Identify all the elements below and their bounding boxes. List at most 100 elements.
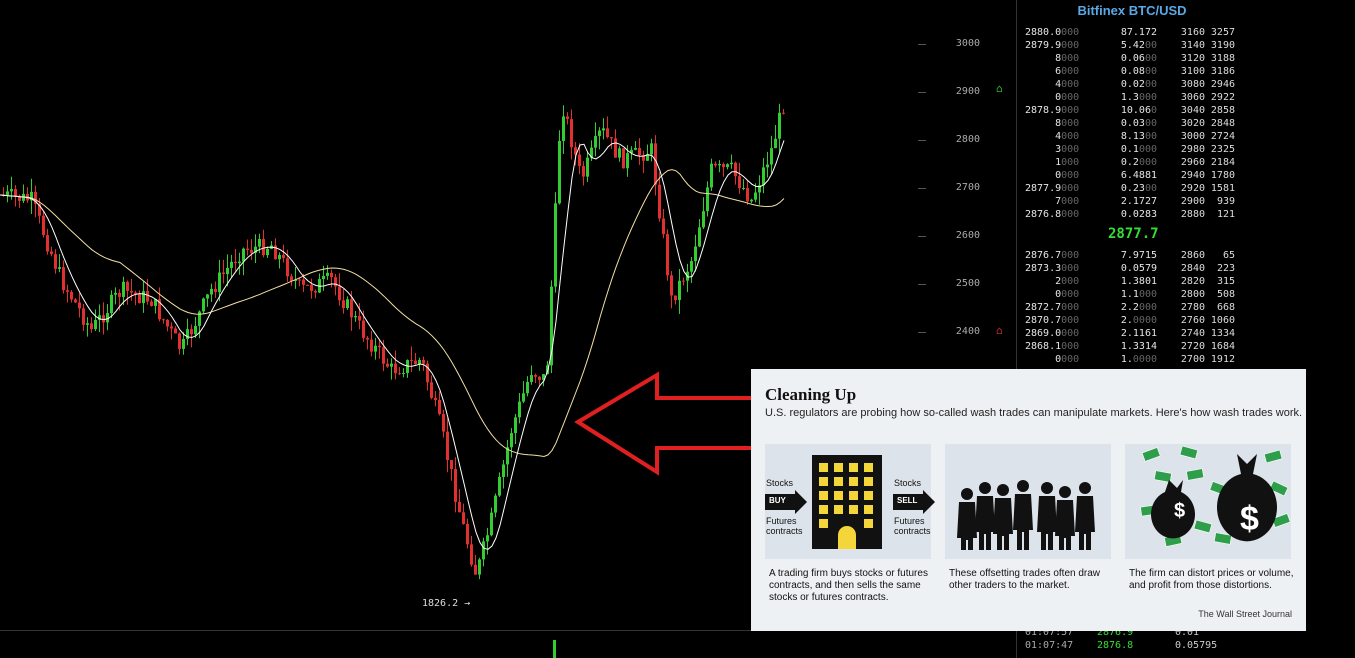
banknote-shape — [1153, 470, 1172, 483]
candle-body — [678, 280, 681, 301]
ask-row[interactable]: 2880.0000 87.172 3160 3257 — [1017, 26, 1247, 39]
candle-body — [618, 148, 621, 158]
candle-body — [114, 292, 117, 295]
source-credit: The Wall Street Journal — [1198, 609, 1292, 619]
candle-body — [46, 235, 49, 252]
ask-row[interactable]: 2879.9000 5.4200 3140 3190 — [1017, 39, 1247, 52]
ask-row[interactable]: 0000 6.4881 2940 1780 — [1017, 169, 1247, 182]
candle-body — [362, 320, 365, 338]
candle-body — [90, 323, 93, 330]
candle-body — [238, 261, 241, 264]
candle-body — [734, 162, 737, 177]
candle-body — [430, 382, 433, 398]
bid-row[interactable]: 2868.1000 1.3314 2720 1684 — [1017, 340, 1247, 353]
order-cumulative: 1334 — [1210, 328, 1235, 339]
order-price: 2879.9000 — [1025, 40, 1080, 51]
candle-body — [738, 176, 741, 189]
tick-mark — [918, 236, 926, 237]
ask-row[interactable]: 0000 1.3000 3060 2922 — [1017, 91, 1247, 104]
volume-bar — [553, 640, 556, 658]
candle-body — [490, 512, 493, 536]
order-level: 2740 — [1180, 328, 1205, 339]
bell-icon[interactable]: ⌂ — [996, 324, 1003, 337]
bid-row[interactable]: 0000 1.0000 2700 1912 — [1017, 353, 1247, 366]
bid-row[interactable]: 0000 1.1000 2800 508 — [1017, 288, 1247, 301]
price-axis-tick: 2800 — [955, 134, 980, 145]
window-shape — [864, 463, 873, 472]
person-body — [957, 502, 977, 550]
order-price: 2876.7000 — [1025, 250, 1080, 261]
ask-row[interactable]: 8000 0.0600 3120 3188 — [1017, 52, 1247, 65]
ask-row[interactable]: 4000 8.1300 3000 2724 — [1017, 130, 1247, 143]
candle-body — [674, 295, 677, 301]
candle-body — [54, 254, 57, 269]
candle-body — [562, 116, 565, 141]
window-shape — [834, 463, 843, 472]
ask-row[interactable]: 8000 0.0300 3020 2848 — [1017, 117, 1247, 130]
price-chart[interactable]: 3000 2900 2800 2700 2600 2500 2400 ⌂ ⌂ 1826.2 … — [0, 0, 1016, 658]
candle-body — [254, 246, 257, 253]
candle-body — [454, 469, 457, 502]
bell-icon[interactable]: ⌂ — [996, 82, 1003, 95]
ask-row[interactable]: 2877.9000 0.2300 2920 1581 — [1017, 182, 1247, 195]
candle-body — [50, 251, 53, 255]
order-price: 7000 — [1055, 196, 1080, 207]
bid-row[interactable]: 2869.0000 2.1161 2740 1334 — [1017, 327, 1247, 340]
candle-body — [534, 375, 537, 377]
order-price: 4000 — [1055, 131, 1080, 142]
candle-body — [70, 291, 73, 300]
order-cumulative: 121 — [1216, 209, 1235, 220]
bid-row[interactable]: 2876.7000 7.9715 2860 65 — [1017, 249, 1247, 262]
ask-row[interactable]: 7000 2.1727 2900 939 — [1017, 195, 1247, 208]
candle-body — [206, 294, 209, 299]
candle-body — [358, 315, 361, 321]
ask-row[interactable]: 3000 0.1000 2980 2325 — [1017, 143, 1247, 156]
ask-row[interactable]: 1000 0.2000 2960 2184 — [1017, 156, 1247, 169]
order-size: 5.4200 — [1120, 40, 1157, 51]
panel-trading-firm: Stocks BUY Futures contracts Stocks SELL… — [765, 444, 935, 559]
candle-body — [186, 329, 189, 339]
bid-row[interactable]: 2000 1.3801 2820 315 — [1017, 275, 1247, 288]
candle-body — [578, 154, 581, 167]
candle-body — [338, 286, 341, 301]
candle-body — [6, 191, 9, 196]
order-price: 6000 — [1055, 66, 1080, 77]
candlestick-chart[interactable] — [0, 0, 1016, 658]
order-cumulative: 1912 — [1210, 354, 1235, 365]
sell-label: SELL — [897, 496, 918, 505]
candle-body — [762, 167, 765, 186]
tick-mark — [918, 44, 926, 45]
order-level: 2840 — [1180, 263, 1205, 274]
order-cumulative: 2848 — [1210, 118, 1235, 129]
order-level: 3040 — [1180, 105, 1205, 116]
candle-body — [194, 325, 197, 335]
candle-body — [66, 290, 69, 292]
bid-row[interactable]: 2870.7000 2.0000 2760 1060 — [1017, 314, 1247, 327]
candle-body — [302, 279, 305, 285]
banknote-shape — [1186, 468, 1205, 481]
infographic-title: Cleaning Up — [765, 385, 857, 404]
candle-body — [590, 147, 593, 158]
tick-mark — [918, 188, 926, 189]
order-price: 2877.9000 — [1025, 183, 1080, 194]
candle-body — [702, 211, 705, 228]
candle-body — [486, 535, 489, 542]
ask-row[interactable]: 2876.8000 0.0283 2880 121 — [1017, 208, 1247, 221]
ask-row[interactable]: 4000 0.0200 3080 2946 — [1017, 78, 1247, 91]
candle-body — [626, 153, 629, 169]
ask-row[interactable]: 6000 0.0800 3100 3186 — [1017, 65, 1247, 78]
candle-body — [106, 313, 109, 323]
window-shape — [819, 505, 828, 514]
window-shape — [819, 463, 828, 472]
candle-body — [310, 284, 313, 292]
bid-row[interactable]: 2872.7000 2.2000 2780 668 — [1017, 301, 1247, 314]
bid-row[interactable]: 2873.3000 0.0579 2840 223 — [1017, 262, 1247, 275]
low-price-label: 1826.2 → — [422, 598, 471, 609]
ask-row[interactable]: 2878.9000 10.060 3040 2858 — [1017, 104, 1247, 117]
order-level: 3160 — [1180, 27, 1205, 38]
candle-body — [38, 203, 41, 216]
candle-body — [602, 128, 605, 131]
candle-body — [294, 279, 297, 281]
order-price: 8000 — [1055, 53, 1080, 64]
order-level: 2960 — [1180, 157, 1205, 168]
